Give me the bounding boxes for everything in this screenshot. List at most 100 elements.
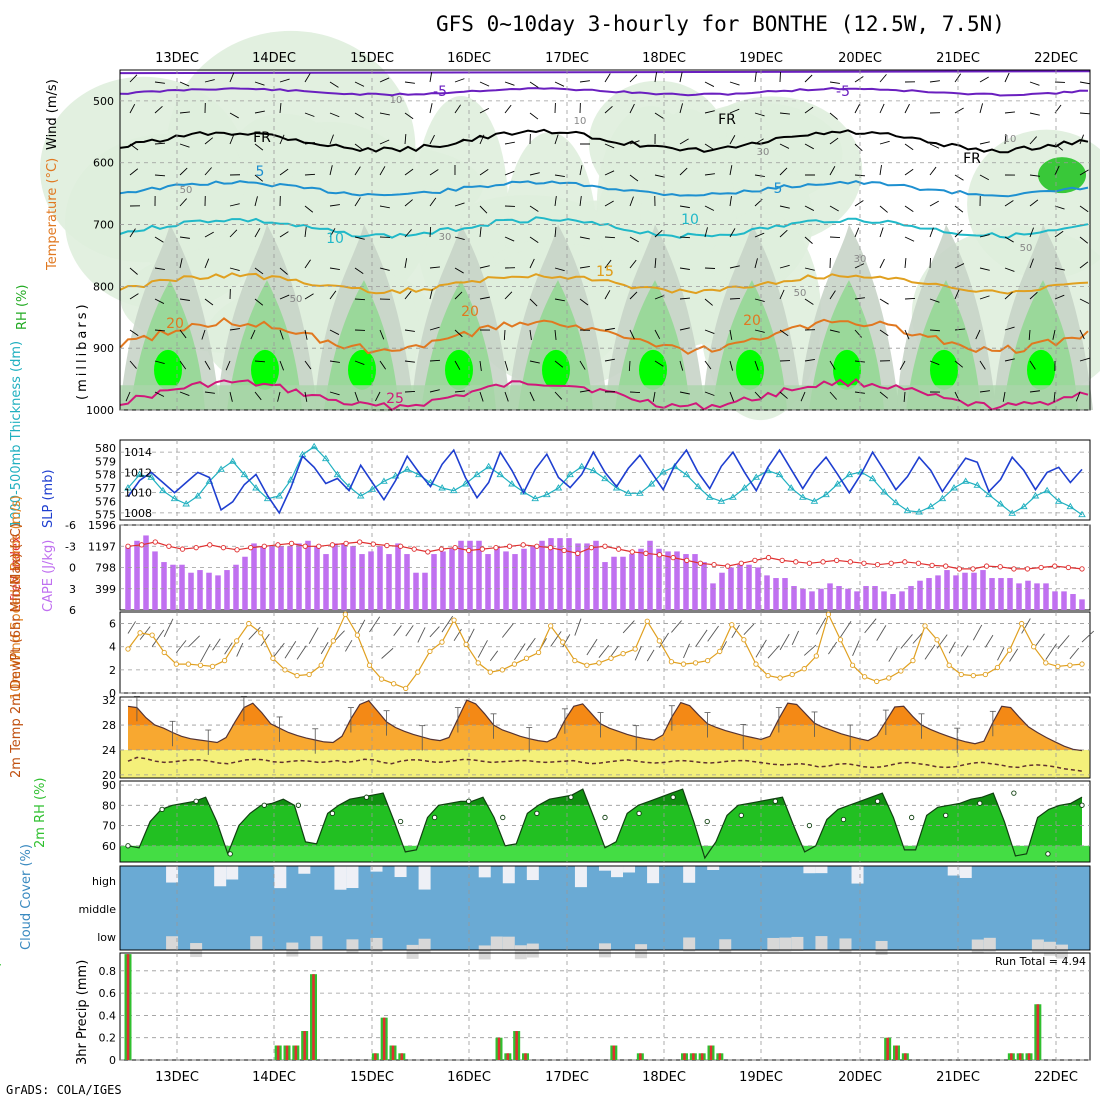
wind-barb	[854, 143, 863, 152]
wind-barb	[929, 227, 934, 238]
contour-label: 50	[180, 185, 193, 196]
cape-bar	[215, 575, 221, 610]
li-tick-label: -6	[65, 519, 76, 532]
wind-barb	[229, 134, 235, 145]
contour-label: 30	[439, 232, 452, 243]
upper-air-panel	[40, 30, 1100, 421]
contour-label: 15	[596, 264, 614, 280]
wind-speed-marker	[922, 623, 928, 629]
wind-frame	[119, 611, 1091, 694]
wind-barb	[879, 227, 884, 238]
wind-barb	[375, 391, 381, 402]
wind-barb	[154, 142, 166, 145]
wind-barb	[379, 360, 387, 370]
li-marker	[466, 547, 472, 554]
contour-label: 50	[794, 288, 807, 299]
wind-barb	[1079, 169, 1089, 176]
li-marker	[302, 543, 308, 549]
wind-barb-10m	[308, 627, 319, 644]
wind-barb	[329, 329, 340, 335]
wind-barb	[904, 329, 910, 340]
cape-bar	[323, 554, 329, 610]
rh-marker	[329, 810, 336, 817]
cape-bar	[188, 572, 194, 610]
thickness-marker	[566, 470, 574, 478]
cape-bar	[971, 572, 977, 610]
wind-barb-10m	[864, 618, 877, 634]
wind-barb	[929, 329, 941, 332]
wind-barb	[304, 227, 307, 238]
cape-bar	[539, 540, 545, 610]
high-cloud-gap	[947, 866, 960, 876]
cape-bar	[386, 554, 392, 610]
thickness-marker	[577, 462, 586, 470]
wind-barb	[329, 290, 337, 300]
cape-bar	[611, 556, 617, 610]
wind-barb	[504, 104, 512, 114]
thickness-marker	[880, 488, 889, 495]
precip-tick-label: 0.6	[99, 987, 117, 1000]
slp-ylabel: SLP (mb)	[41, 469, 56, 528]
cape-bar	[206, 572, 212, 610]
credit-label: GrADS: COLA/IGES	[6, 1083, 122, 1097]
wind-barb-10m	[514, 643, 526, 661]
wind-barb	[929, 200, 939, 207]
wind-speed-marker	[608, 655, 614, 661]
wind-barb	[1054, 205, 1065, 210]
thickness-marker	[926, 502, 935, 510]
isotherm-minus5	[119, 86, 1089, 97]
li-marker	[643, 550, 649, 556]
thickness-marker	[775, 470, 784, 478]
contour-label: 20	[166, 316, 184, 332]
wind-barb	[1004, 134, 1007, 145]
wind-barb-10m	[1009, 648, 1019, 662]
wind-barb-10m	[477, 640, 488, 658]
high-cloud-gap	[226, 866, 239, 880]
cape-bar	[980, 570, 986, 610]
cape-bar	[719, 572, 725, 610]
wind-speed-marker	[970, 672, 976, 679]
li-marker	[288, 540, 295, 547]
cape-bar	[1070, 594, 1076, 610]
wind-speed-marker	[535, 649, 542, 656]
cape-bar	[269, 546, 275, 610]
wind-barb	[1004, 358, 1015, 362]
wind-barb-10m	[272, 642, 285, 659]
wind-barb	[254, 298, 264, 306]
cape-bar	[827, 583, 833, 610]
wind-barb-10m	[284, 640, 297, 659]
wind-barb	[954, 174, 964, 181]
cape-bar	[242, 556, 248, 610]
thickness-marker	[961, 477, 970, 484]
wind-speed-marker	[487, 669, 493, 675]
precip-tick-label: 0	[109, 1054, 116, 1067]
li-marker	[656, 552, 663, 558]
cape-bar	[152, 551, 158, 610]
rh-frame	[119, 780, 1091, 863]
rh-max-area	[154, 349, 182, 390]
contour-label: FR	[718, 112, 736, 128]
cape-bar	[314, 546, 320, 610]
wind-barb	[879, 258, 885, 269]
li-marker	[629, 549, 635, 555]
thickness-marker	[833, 480, 842, 487]
low-cloud-gap	[779, 937, 792, 952]
wind-barb	[504, 141, 515, 145]
contour-label: 10	[574, 116, 587, 127]
cape-bar	[1043, 583, 1049, 610]
temperature-legend-label: Temperature (°C)	[45, 158, 60, 271]
thickness-tick-label: 579	[95, 455, 116, 468]
wind-barb	[879, 329, 889, 337]
precip-conv-bar	[904, 1053, 907, 1060]
low-cloud-gap	[310, 936, 323, 951]
wind-barb	[304, 391, 308, 402]
li-marker	[411, 546, 417, 552]
thickness-marker	[705, 493, 714, 500]
wind-barb-10m	[743, 623, 755, 635]
rh-marker	[602, 814, 608, 821]
li-marker	[711, 562, 717, 568]
precip-conv-bar	[294, 1045, 298, 1060]
wind-barb	[1029, 136, 1037, 145]
rh-marker	[125, 843, 131, 849]
wind-barb-10m	[393, 625, 402, 636]
